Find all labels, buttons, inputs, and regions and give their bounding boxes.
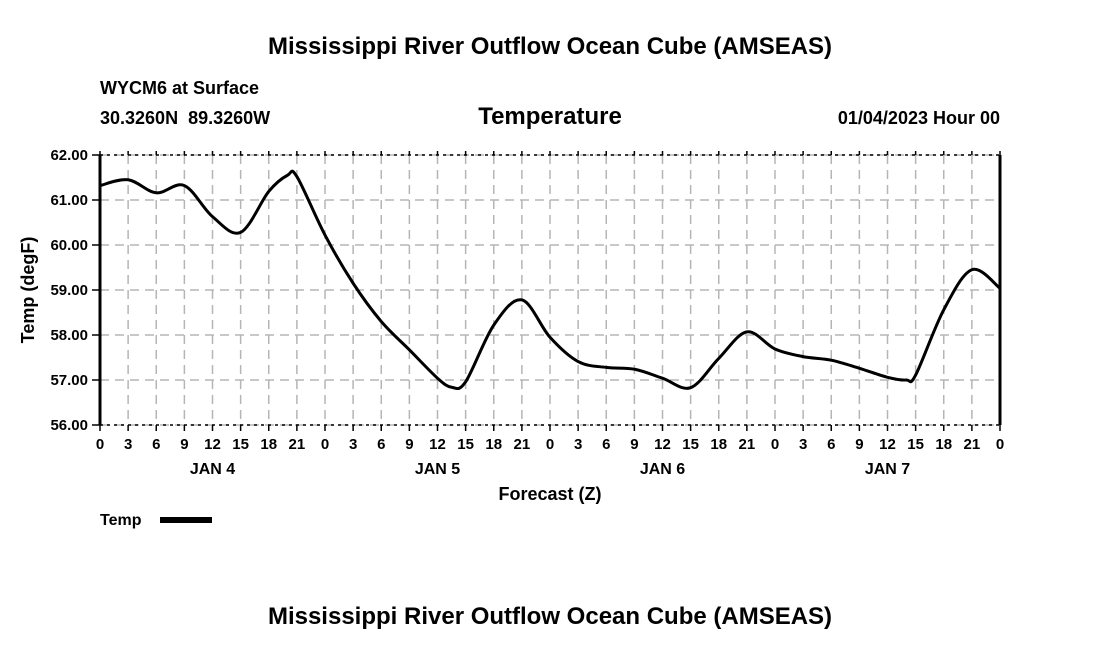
x-tick-label: 0 <box>96 436 104 453</box>
x-tick-label: 9 <box>405 436 413 453</box>
x-tick-label: 18 <box>485 436 502 453</box>
x-tick-label: 12 <box>879 436 896 453</box>
y-axis-label: Temp (degF) <box>18 237 38 344</box>
x-tick-label: 0 <box>771 436 779 453</box>
variable-title: Temperature <box>478 103 622 130</box>
x-tick-label: 21 <box>739 436 756 453</box>
x-tick-label: 6 <box>827 436 835 453</box>
x-tick-label: 15 <box>682 436 699 453</box>
x-tick-label: 3 <box>124 436 132 453</box>
y-tick-label: 57.00 <box>50 372 88 389</box>
grid <box>99 154 1001 426</box>
x-tick-label: 9 <box>180 436 188 453</box>
station-label: WYCM6 at Surface <box>100 78 259 98</box>
x-tick-label: 6 <box>152 436 160 453</box>
legend-swatch <box>160 517 212 523</box>
x-tick-label: 12 <box>204 436 221 453</box>
legend-label: Temp <box>100 512 142 529</box>
x-tick-label: 12 <box>429 436 446 453</box>
x-tick-label: 3 <box>799 436 807 453</box>
x-tick-label: 3 <box>574 436 582 453</box>
footer-title: Mississippi River Outflow Ocean Cube (AM… <box>268 603 832 630</box>
x-tick-label: 15 <box>457 436 474 453</box>
y-tick-label: 61.00 <box>50 192 88 209</box>
datetime-label: 01/04/2023 Hour 00 <box>838 108 1000 128</box>
x-tick-label: 15 <box>907 436 924 453</box>
x-axis-label: Forecast (Z) <box>498 484 601 504</box>
y-tick-label: 62.00 <box>50 147 88 164</box>
x-tick-label: 21 <box>289 436 306 453</box>
location-label: 30.3260N 89.3260W <box>100 108 270 128</box>
series-line-temp <box>99 169 1001 391</box>
x-tick-label: 0 <box>996 436 1004 453</box>
day-label: JAN 6 <box>640 461 685 478</box>
x-tick-label: 6 <box>377 436 385 453</box>
x-tick-label: 9 <box>855 436 863 453</box>
x-tick-label: 21 <box>514 436 531 453</box>
x-tick-label: 18 <box>260 436 277 453</box>
chart-title: Mississippi River Outflow Ocean Cube (AM… <box>268 33 832 60</box>
x-tick-label: 18 <box>935 436 952 453</box>
y-tick-label: 59.00 <box>50 282 88 299</box>
x-tick-label: 9 <box>630 436 638 453</box>
x-tick-label: 21 <box>964 436 981 453</box>
day-label: JAN 4 <box>190 461 235 478</box>
x-tick-label: 0 <box>321 436 329 453</box>
x-tick-label: 15 <box>232 436 249 453</box>
y-tick-label: 56.00 <box>50 417 88 434</box>
x-tick-label: 12 <box>654 436 671 453</box>
day-label: JAN 5 <box>415 461 460 478</box>
day-label: JAN 7 <box>865 461 910 478</box>
x-tick-label: 18 <box>710 436 727 453</box>
x-tick-label: 3 <box>349 436 357 453</box>
x-tick-label: 6 <box>602 436 610 453</box>
y-tick-label: 58.00 <box>50 327 88 344</box>
y-tick-label: 60.00 <box>50 237 88 254</box>
x-tick-label: 0 <box>546 436 554 453</box>
